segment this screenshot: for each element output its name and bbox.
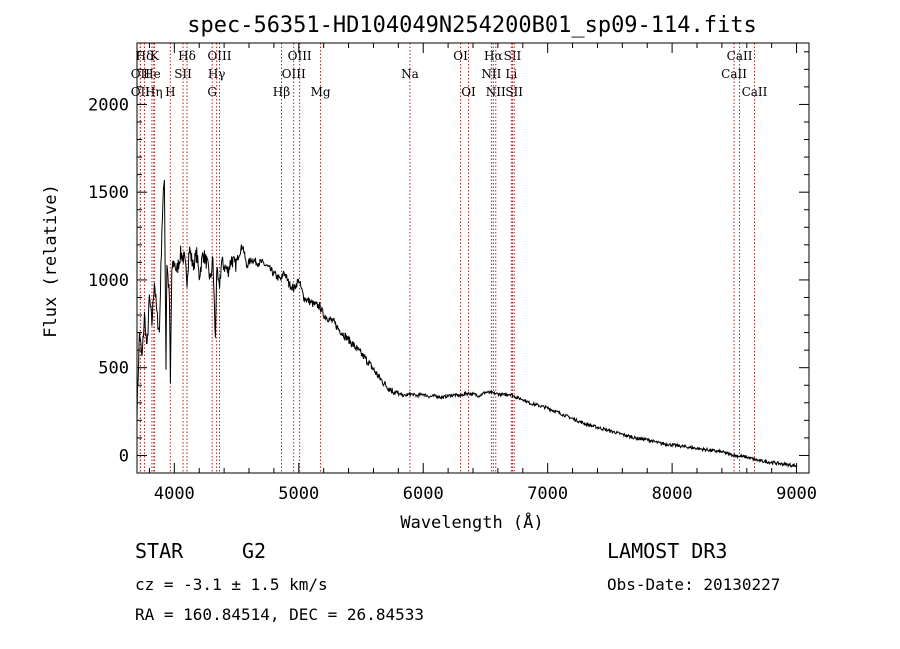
spectral-line-label: OI [453,49,468,63]
spectral-line-label: OIII [207,49,231,63]
x-tick-label: 5000 [278,484,319,504]
spectral-line-label: OI [461,85,476,99]
x-axis-title: Wavelength (Å) [400,511,543,533]
coordinates: RA = 160.84514, DEC = 26.84533 [135,605,424,624]
x-tick-label: 6000 [403,484,444,504]
spectral-line-label: H [165,85,175,99]
spectral-line-label: Li [505,67,517,81]
redshift-value: cz = -3.1 ± 1.5 km/s [135,575,328,594]
info-panel: STAR G2 LAMOST DR3 cz = -3.1 ± 1.5 km/s … [135,539,780,624]
spectral-line-label: He [143,67,161,81]
spectral-line-label: OIII [282,67,306,81]
spectral-line-label: CaII [727,49,753,63]
spectral-line-label: OIII [288,49,312,63]
spectral-line-label: OII [131,67,151,81]
x-tick-label: 8000 [652,484,693,504]
y-tick-label: 2000 [88,95,129,115]
survey-label: LAMOST DR3 [607,539,727,563]
y-tick-label: 500 [98,359,129,379]
spectral-line-label: K [150,49,160,63]
y-axis-title: Flux (relative) [41,184,61,338]
spectral-line-label: SII [504,49,522,63]
spectral-line-label: OII [131,85,151,99]
obs-date: Obs-Date: 20130227 [607,575,780,594]
y-tick-label: 0 [119,446,129,466]
spectral-line-label: Hα [484,49,503,63]
spectral-line-label: Hη [145,85,163,99]
x-tick-label: 9000 [776,484,817,504]
spectral-line-label: Mg [311,85,331,99]
spectral-line-label: CaII [742,85,768,99]
object-class: STAR [135,539,184,563]
chart-title: spec-56351-HD104049N254200B01_sp09-114.f… [187,13,757,38]
spectral-line-label: Hδ [178,49,196,63]
spectral-line-label: Hβ [273,85,290,99]
spectral-line-label: Na [401,67,419,81]
y-axis: 0 500 1000 1500 2000 [88,51,809,474]
y-tick-label: 1000 [88,271,129,291]
x-axis: 4000 5000 6000 7000 8000 9000 [148,43,817,504]
x-tick-label: 4000 [154,484,195,504]
object-subclass: G2 [242,539,266,563]
spectral-line-label: SII [174,67,192,81]
x-tick-label: 7000 [527,484,568,504]
spectral-line-label: Hγ [208,67,226,81]
spectral-line-label: G [207,85,217,99]
spectral-line-label: NII [481,67,501,81]
spectral-line-label: SII [505,85,523,99]
spectral-line-label: CaII [721,67,747,81]
spectral-line-label: NII [486,85,506,99]
y-tick-label: 1500 [88,183,129,203]
spectrum-series [136,179,797,468]
spectral-line-label: Hδ [136,49,154,63]
spectrum-line [136,179,797,468]
